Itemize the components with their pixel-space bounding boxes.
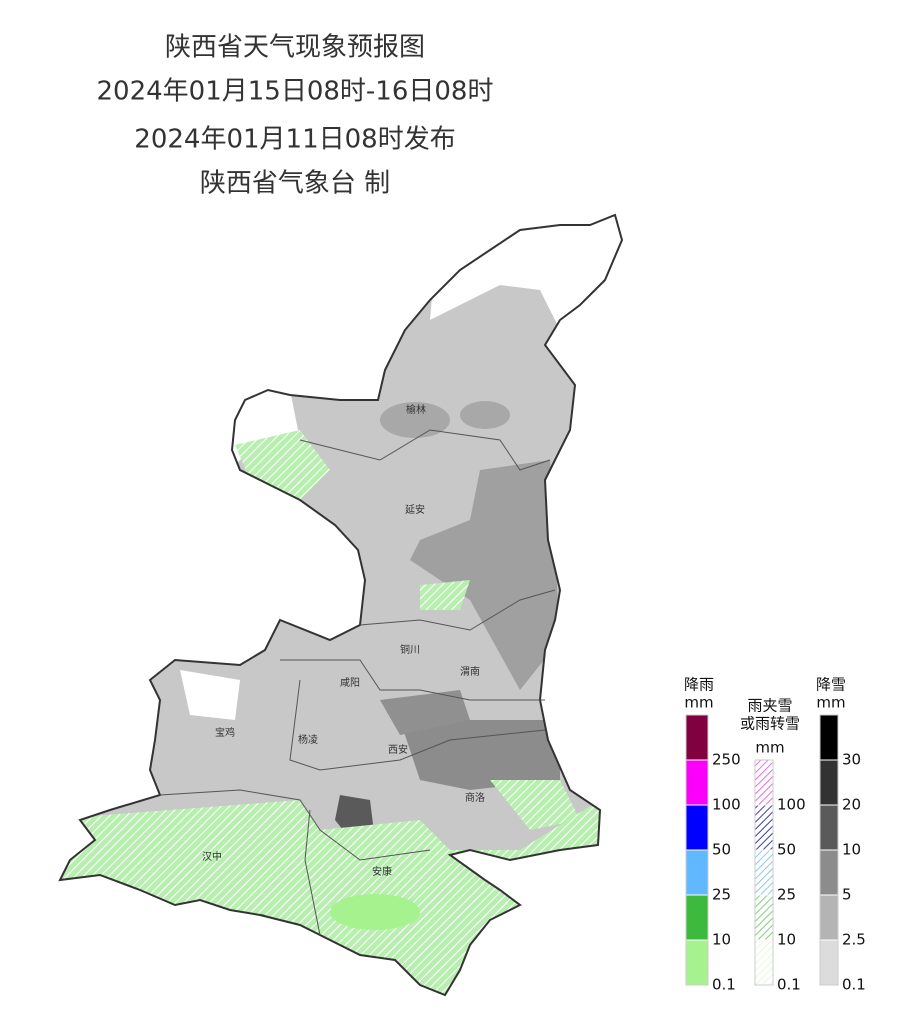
- legend-unit: mm: [816, 694, 845, 712]
- legend-unit: mm: [684, 694, 713, 712]
- city-label: 铜川: [400, 644, 420, 656]
- legend-tick-label: 30: [842, 751, 861, 769]
- legend-tick-label: 50: [712, 841, 731, 859]
- legend-swatch: [819, 714, 839, 761]
- city-label: 延安: [405, 503, 425, 516]
- legend-swatch: [685, 804, 709, 851]
- legend-swatch: [819, 849, 839, 896]
- legend-title: 或雨转雪: [740, 715, 800, 733]
- map-fill: [60, 215, 622, 995]
- legend-tick-label: 0.1: [842, 976, 866, 994]
- legend-swatch: [685, 849, 709, 896]
- legend-tick-label: 10: [842, 841, 861, 859]
- city-label: 汉中: [202, 850, 222, 863]
- legend-swatch: [819, 759, 839, 806]
- legend-swatch: [754, 894, 774, 941]
- city-label: 商洛: [465, 791, 485, 804]
- legend-unit: mm: [755, 739, 784, 757]
- legend-swatch: [754, 939, 774, 986]
- legend-tick-label: 0.1: [712, 976, 736, 994]
- legend-tick-label: 25: [712, 886, 731, 904]
- legend-tick-label: 10: [712, 931, 731, 949]
- city-label: 榆林: [406, 403, 426, 416]
- legend-swatch: [754, 804, 774, 851]
- legend-swatch: [685, 939, 709, 986]
- legend-tick-label: 10: [777, 931, 796, 949]
- legend-swatch: [819, 894, 839, 941]
- legend-tick-label: 0.1: [777, 976, 801, 994]
- legend-title: 雨夹雪: [747, 697, 792, 715]
- legend-frame: [685, 714, 709, 986]
- issued: 2024年01月11日08时发布: [134, 125, 455, 155]
- legend-swatch: [685, 894, 709, 941]
- legend-tick-label: 25: [777, 886, 796, 904]
- city-label: 杨凌: [298, 733, 318, 746]
- title: 陕西省天气现象预报图: [165, 33, 425, 63]
- legend-swatch: [685, 714, 709, 761]
- issuer: 陕西省气象台 制: [200, 169, 390, 199]
- legend-tick-label: 2.5: [842, 931, 866, 949]
- legend-swatch: [754, 849, 774, 896]
- period: 2024年01月15日08时-16日08时: [97, 77, 494, 107]
- legend-frame: [819, 714, 839, 986]
- legend-swatch: [819, 804, 839, 851]
- legend-title: 降雪: [816, 676, 846, 694]
- city-label: 西安: [388, 743, 408, 756]
- legend-swatch: [819, 939, 839, 986]
- city-label: 渭南: [460, 665, 480, 678]
- city-borders: [159, 429, 556, 936]
- legend-tick-label: 50: [777, 841, 796, 859]
- legend-frame: [754, 759, 774, 986]
- legend-tick-label: 5: [842, 886, 852, 904]
- legend-title: 降雨: [684, 676, 714, 694]
- legend-tick-label: 20: [842, 796, 861, 814]
- legend-tick-label: 100: [777, 796, 806, 814]
- city-label: 宝鸡: [215, 726, 235, 739]
- legend-swatch: [685, 759, 709, 806]
- legend-tick-label: 250: [712, 751, 741, 769]
- city-label: 安康: [372, 865, 392, 878]
- city-label: 咸阳: [340, 677, 360, 689]
- legend-tick-label: 100: [712, 796, 741, 814]
- legend-swatch: [754, 759, 774, 806]
